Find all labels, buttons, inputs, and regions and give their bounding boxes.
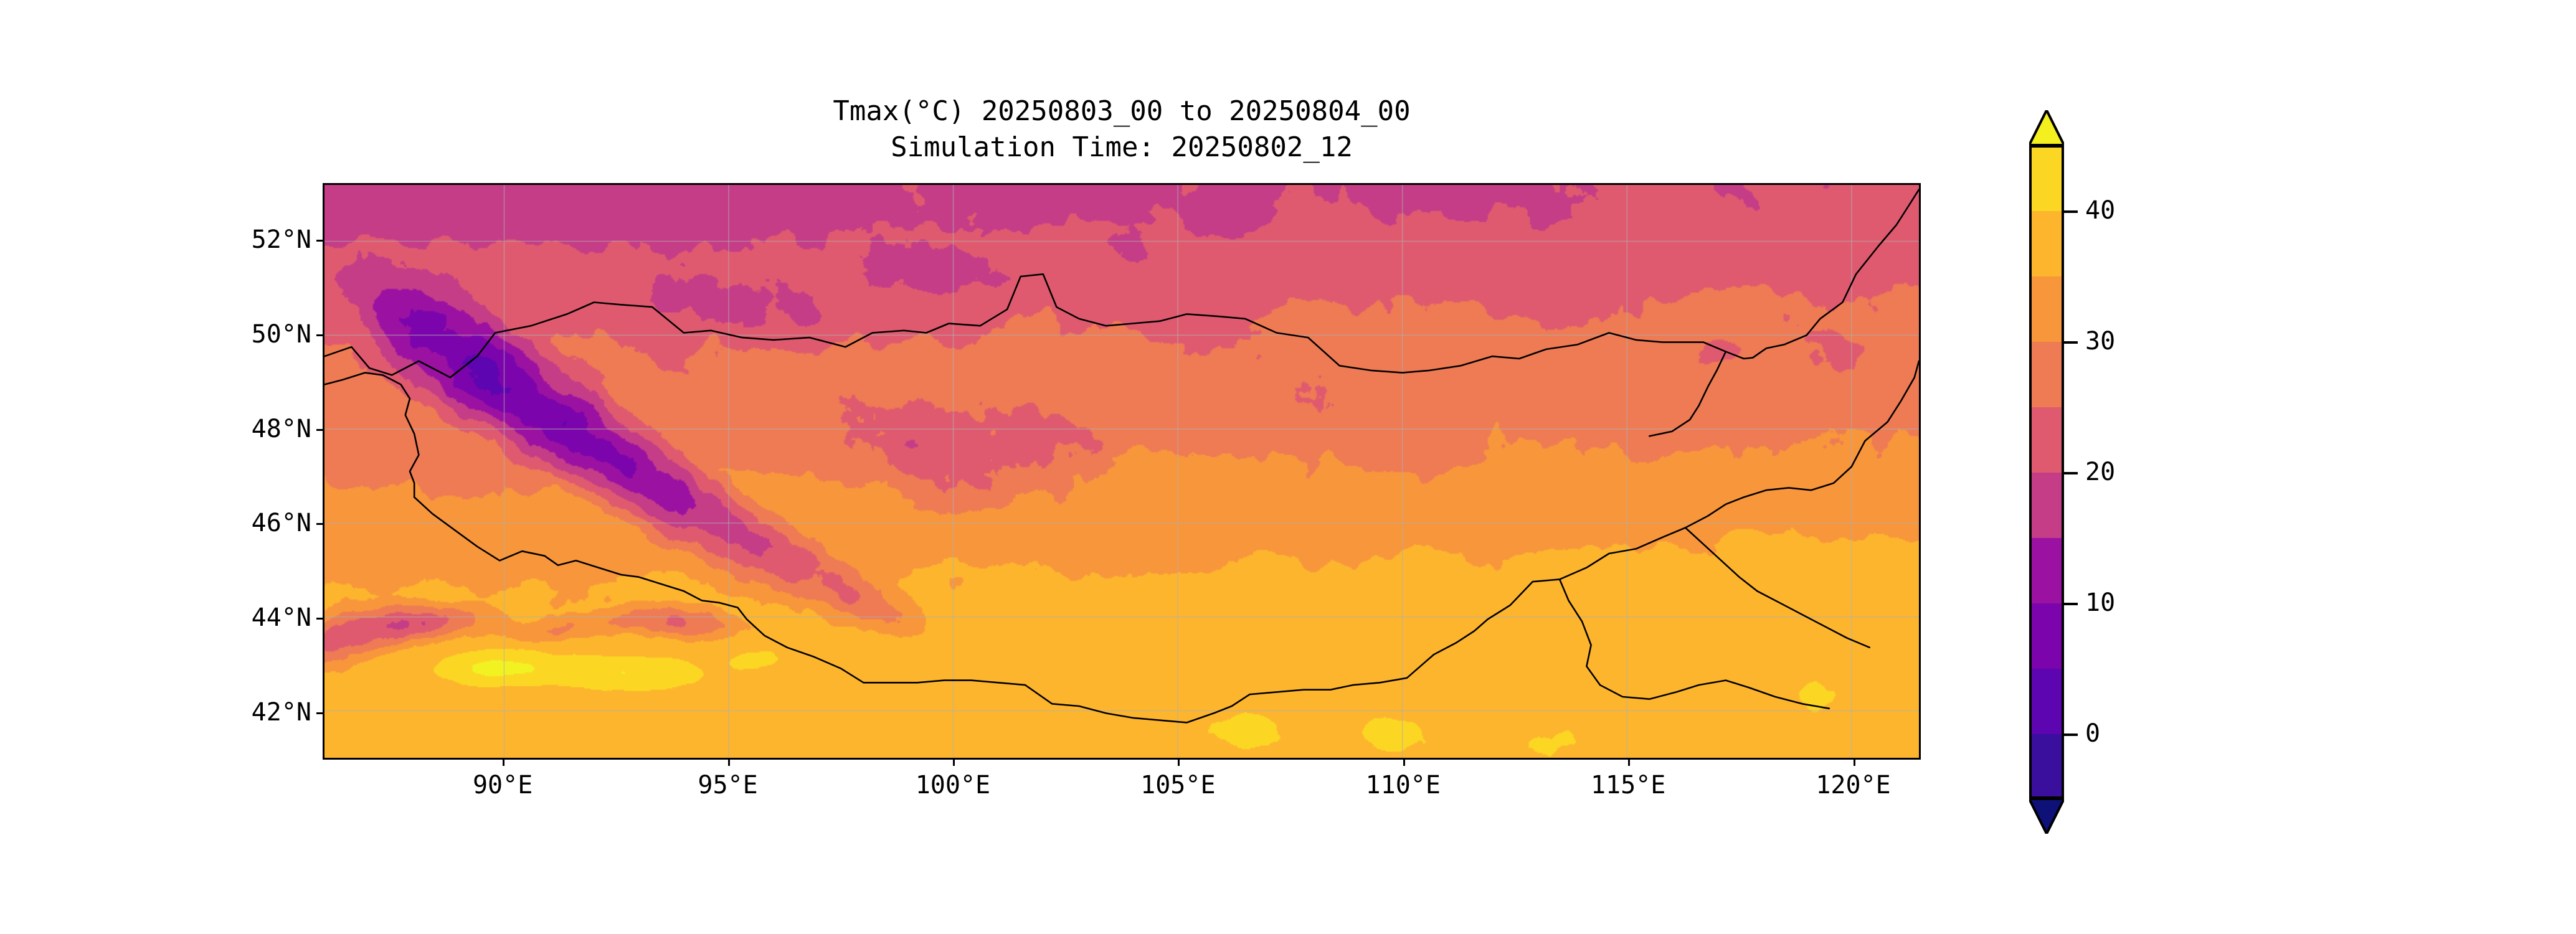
- x-tick: [727, 760, 730, 766]
- y-tick-label: 50°N: [251, 319, 311, 349]
- colorbar-tick: [2064, 603, 2078, 605]
- colorbar-tick: [2064, 472, 2078, 474]
- y-tick: [316, 523, 323, 526]
- x-tick-label: 90°E: [472, 771, 533, 800]
- x-tick: [1853, 760, 1855, 766]
- colorbar-band: [2029, 341, 2064, 407]
- y-tick: [316, 712, 323, 715]
- colorbar-tick-label: 20: [2085, 458, 2116, 486]
- colorbar-band: [2029, 276, 2064, 342]
- colorbar-band: [2029, 472, 2064, 538]
- colorbar-band: [2029, 210, 2064, 276]
- colorbar-tick: [2064, 341, 2078, 344]
- x-tick-label: 100°E: [915, 771, 991, 800]
- chart-subtitle: Simulation Time: 20250802_12: [891, 131, 1353, 163]
- temperature-field: [324, 185, 1919, 758]
- x-tick-label: 115°E: [1590, 771, 1666, 800]
- colorbar-tick-label: 0: [2085, 719, 2101, 748]
- colorbar-band: [2029, 537, 2064, 603]
- colorbar-under-arrow: [2029, 799, 2064, 834]
- x-tick: [1403, 760, 1405, 766]
- colorbar-band: [2029, 668, 2064, 734]
- y-tick: [316, 618, 323, 620]
- x-tick: [503, 760, 505, 766]
- chart-title: Tmax(°C) 20250803_00 to 20250804_00: [833, 95, 1411, 127]
- y-tick-label: 44°N: [251, 603, 311, 633]
- x-tick-label: 105°E: [1140, 771, 1216, 800]
- colorbar[interactable]: [2029, 145, 2064, 800]
- y-tick-label: 46°N: [251, 509, 311, 538]
- colorbar-band: [2029, 603, 2064, 669]
- colorbar-band: [2029, 145, 2064, 211]
- map-axes: [323, 183, 1921, 760]
- colorbar-over-arrow: [2029, 110, 2064, 145]
- y-tick: [316, 240, 323, 242]
- chart-title-block: Tmax(°C) 20250803_00 to 20250804_00 Simu…: [323, 93, 1921, 166]
- colorbar-tick: [2064, 734, 2078, 736]
- colorbar-tick: [2064, 210, 2078, 213]
- y-tick-label: 52°N: [251, 225, 311, 255]
- y-tick-label: 42°N: [251, 698, 311, 727]
- x-tick-label: 110°E: [1365, 771, 1441, 800]
- y-tick: [316, 334, 323, 336]
- colorbar-tick-label: 30: [2085, 327, 2116, 356]
- y-tick: [316, 428, 323, 431]
- colorbar-tick-label: 10: [2085, 588, 2116, 617]
- x-tick-label: 95°E: [698, 771, 758, 800]
- x-tick-label: 120°E: [1816, 771, 1891, 800]
- y-tick-label: 48°N: [251, 414, 311, 443]
- x-tick: [1628, 760, 1631, 766]
- x-tick: [952, 760, 955, 766]
- x-tick: [1178, 760, 1180, 766]
- colorbar-tick-label: 40: [2085, 196, 2116, 225]
- colorbar-band: [2029, 407, 2064, 473]
- colorbar-band: [2029, 734, 2064, 800]
